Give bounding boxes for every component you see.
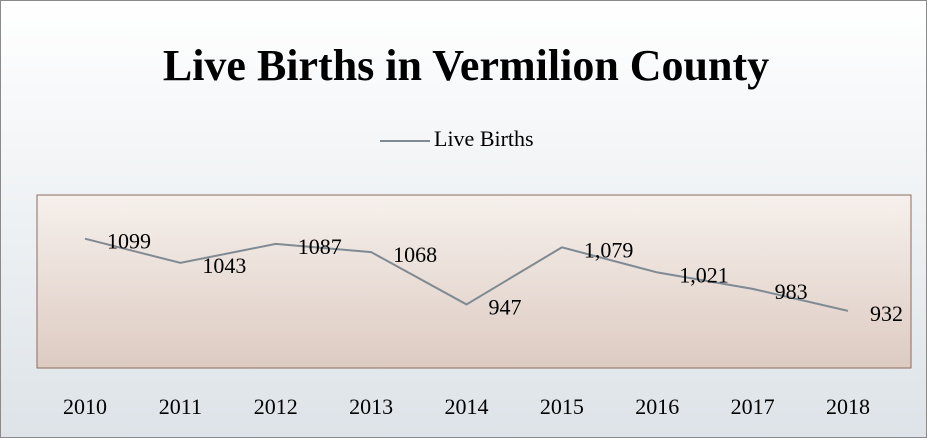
data-line	[84, 237, 849, 312]
x-tick-label: 2013	[349, 394, 393, 419]
data-label: 932	[870, 301, 903, 326]
data-label: 947	[489, 294, 522, 319]
data-label: 1087	[298, 234, 342, 259]
x-tick-label: 2012	[254, 394, 298, 419]
x-tick-label: 2011	[159, 394, 202, 419]
x-tick-label: 2017	[731, 394, 775, 419]
plot-area	[36, 194, 912, 369]
legend-label: Live Births	[434, 126, 534, 151]
x-tick-label: 2016	[635, 394, 679, 419]
x-tick-label: 2018	[826, 394, 870, 419]
chart-title: Live Births in Vermilion County	[163, 41, 769, 90]
x-tick-label: 2010	[63, 394, 107, 419]
data-label: 1,021	[679, 262, 729, 287]
data-label: 1099	[107, 229, 151, 254]
data-label: 1043	[202, 253, 246, 278]
x-tick-label: 2015	[540, 394, 584, 419]
x-tick-label: 2014	[445, 394, 489, 419]
data-label: 1,079	[584, 237, 634, 262]
data-label: 1068	[393, 242, 437, 267]
data-label: 983	[775, 279, 808, 304]
